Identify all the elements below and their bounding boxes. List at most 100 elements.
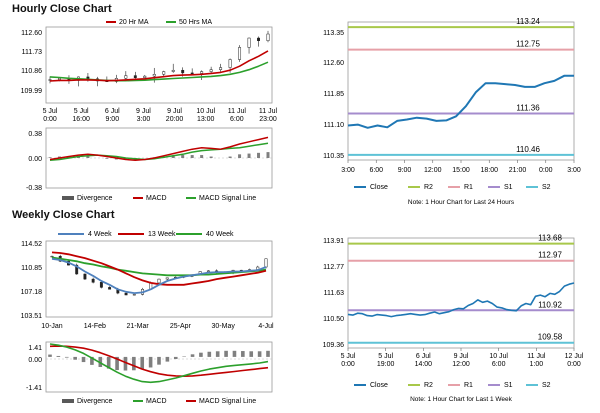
x-tick: 11 Jul [259, 108, 278, 115]
legend-ma-fast: 20 Hr MA [119, 19, 149, 26]
macd-y-tick: -1.41 [26, 385, 42, 392]
divergence-bar [190, 354, 195, 357]
candle-body [209, 69, 213, 72]
x-tick: 6:00 [369, 167, 383, 174]
y-tick: 114.52 [21, 241, 42, 248]
divergence-bar [257, 152, 261, 158]
macd-y-tick: 0.38 [28, 131, 42, 138]
weekly-right-chart: 113.91 112.77 111.63 110.50 109.36 113.6… [323, 234, 584, 403]
r2-label: 113.24 [516, 17, 540, 26]
y-tick: 103.51 [21, 313, 43, 320]
divergence-bar [123, 356, 128, 371]
x-tick: 0:00 [567, 361, 581, 368]
macd-y-tick: 0.00 [28, 357, 42, 364]
divergence-bar [81, 356, 86, 363]
candle-body [228, 59, 232, 68]
candle-body [264, 258, 268, 268]
divergence-bar [238, 154, 242, 158]
legend-ma13: 13 Week [148, 231, 176, 238]
x-tick: 14-Feb [84, 323, 106, 330]
divergence-bar [181, 155, 185, 158]
hourly-title: Hourly Close Chart [12, 3, 112, 15]
candle-body [171, 69, 175, 72]
macd-y-tick: 0.00 [28, 156, 42, 163]
divergence-bar [257, 351, 262, 357]
candle-body [108, 287, 112, 290]
legend-s1: S1 [504, 382, 513, 389]
y-tick: 110.86 [21, 68, 42, 75]
right-y-tick: 109.36 [323, 342, 345, 349]
divergence-bar [140, 356, 145, 370]
divergence-bar [173, 356, 178, 360]
legend-close: Close [370, 382, 388, 389]
candle-body [99, 282, 103, 288]
candle-body [124, 292, 128, 296]
divergence-bar [266, 152, 270, 158]
ma-fast-line [49, 50, 269, 82]
divergence-bar [76, 156, 80, 158]
x-tick: 3:00 [567, 167, 581, 174]
divergence-bar [199, 352, 203, 357]
right-y-tick: 112.77 [323, 264, 344, 271]
divergence-bar [115, 356, 119, 371]
hourly-right-chart: 113.35 112.60 111.85 111.10 110.35 113.2… [323, 17, 581, 206]
right-y-tick: 111.10 [324, 122, 344, 129]
x-tick: 9 Jul [136, 108, 151, 115]
divergence-bar [106, 356, 111, 369]
divergence-bar [207, 351, 212, 357]
x-tick: 0:00 [341, 361, 355, 368]
macd-y-tick: -0.38 [26, 185, 42, 192]
x-tick: 3:00 [341, 167, 355, 174]
divergence-bar [64, 356, 69, 358]
candle-body [266, 33, 270, 41]
right-y-tick: 113.91 [323, 238, 344, 245]
legend-s2: S2 [542, 184, 551, 191]
x-tick: 30-May [212, 323, 236, 330]
divergence-bar [249, 351, 254, 357]
legend-r1: R1 [464, 184, 473, 191]
right-y-tick: 112.60 [323, 60, 344, 67]
candle-body [133, 75, 137, 78]
candle-body [181, 69, 185, 74]
divergence-bar [190, 155, 194, 158]
divergence-bar [241, 351, 245, 357]
candle-body [75, 264, 79, 275]
right-y-tick: 111.85 [324, 91, 344, 98]
x-tick: 13:00 [197, 116, 215, 123]
weekly-main-chart: 4 Week 13 Week 40 Week 114.52 110.85 107… [21, 231, 274, 330]
legend-r2: R2 [424, 184, 433, 191]
candle-body [238, 47, 242, 60]
y-tick: 112.60 [21, 30, 42, 37]
hourly-main-chart: 20 Hr MA 50 Hrs MA 112.60 111.73 110.86 … [21, 19, 278, 123]
divergence-bar [148, 356, 153, 368]
x-tick: 12:00 [424, 167, 442, 174]
ma4-line [51, 257, 267, 294]
divergence-bar [200, 155, 204, 158]
x-tick: 5 Jul [378, 353, 393, 360]
x-tick: 20:00 [166, 116, 184, 123]
signal-line [49, 142, 269, 161]
divergence-bar [90, 356, 94, 365]
x-tick: 16:00 [72, 116, 90, 123]
candle-body [152, 74, 156, 77]
macd-line [49, 136, 269, 161]
legend-ma4: 4 Week [88, 231, 112, 238]
divergence-bar [171, 155, 175, 158]
weekly-macd-chart: 1.41 0.00 -1.41 Divergence MACD MACD Sig… [26, 341, 273, 405]
hourly-macd-chart: 0.38 0.00 -0.38 Divergence MACD MACD Sig… [26, 127, 273, 202]
candle-body [157, 278, 161, 284]
legend-close: Close [370, 184, 388, 191]
x-tick: 11 Jul [527, 353, 546, 360]
divergence-bar [215, 351, 220, 357]
candle-body [190, 72, 194, 74]
divergence-bar [209, 156, 213, 158]
legend-signal: MACD Signal Line [199, 195, 256, 202]
x-tick: 0:00 [43, 116, 57, 123]
divergence-bar [48, 157, 52, 158]
divergence-bar [165, 356, 170, 362]
chart-note: Note: 1 Hour Chart for Last 24 Hours [408, 199, 515, 206]
x-tick: 23:00 [259, 116, 277, 123]
candle-body [91, 278, 95, 283]
x-tick: 12:00 [452, 361, 470, 368]
legend-divergence: Divergence [77, 195, 113, 202]
